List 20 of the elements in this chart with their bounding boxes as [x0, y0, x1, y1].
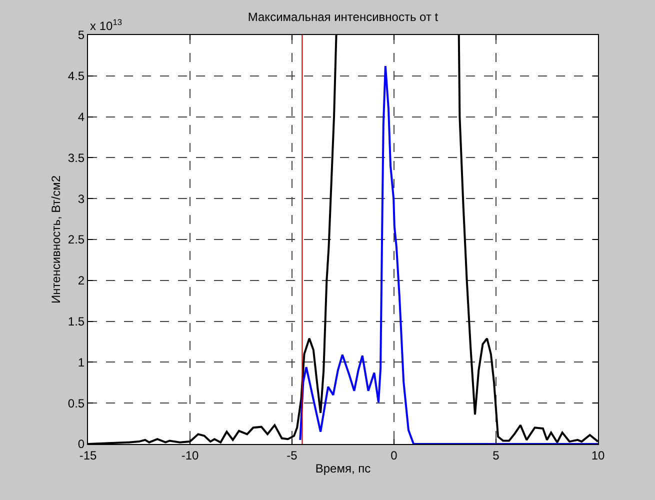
- y-tick-label: 3.5: [68, 150, 85, 165]
- chart-title: Максимальная интенсивность от t: [248, 10, 439, 24]
- y-axis-title: Интенсивность, Вт/см2: [49, 175, 64, 304]
- y-tick-label: 5: [78, 28, 85, 42]
- x-axis-title: Время, пс: [315, 461, 371, 476]
- y-tick-label: 3: [78, 192, 85, 206]
- y-tick-label: 2: [78, 274, 85, 288]
- y-tick-label: 1: [78, 355, 85, 370]
- y-tick-label: 4: [78, 110, 85, 124]
- text: x 10$^{13}$: [90, 17, 122, 34]
- x-tick-label: 0: [390, 448, 398, 462]
- y-tick-label: 4.5: [68, 69, 85, 84]
- y-tick-label: 2.5: [68, 232, 85, 247]
- x-tick-label: -10: [181, 448, 199, 462]
- line-series: [299, 65, 598, 444]
- x-tick-label: -5: [286, 448, 298, 462]
- y-tick-label: 1.5: [68, 314, 85, 328]
- y-tick-label: 0.5: [68, 396, 85, 410]
- x-tick-label: 5: [492, 448, 500, 462]
- x-tick-label: 10: [591, 448, 605, 462]
